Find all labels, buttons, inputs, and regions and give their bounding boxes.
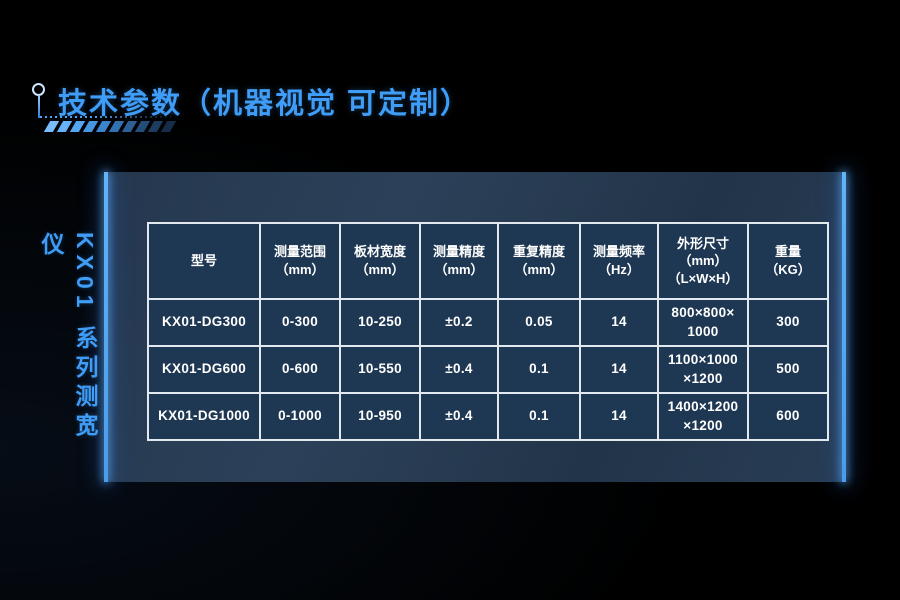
header-repeat-accuracy: 重复精度 （mm） (497, 222, 581, 300)
cell-measure-frequency: 14 (579, 345, 659, 394)
series-side-label: KX01 系列测宽仪 (38, 232, 98, 442)
cell-model: KX01-DG300 (147, 298, 261, 347)
cell-model: KX01-DG600 (147, 345, 261, 394)
cell-weight: 600 (747, 392, 829, 441)
spec-table-body: KX01-DG300 0-300 10-250 ±0.2 0.05 14 800… (147, 298, 829, 441)
cell-dimensions: 1400×1200 ×1200 (657, 392, 749, 441)
header-measure-accuracy: 测量精度 （mm） (419, 222, 499, 300)
title-underline (40, 116, 185, 118)
header-dimensions: 外形尺寸 （mm） （L×W×H） (657, 222, 749, 300)
cell-repeat-accuracy: 0.05 (497, 298, 581, 347)
header-weight: 重量 （KG） (747, 222, 829, 300)
cell-dimensions: 1100×1000 ×1200 (657, 345, 749, 394)
table-row: KX01-DG1000 0-1000 10-950 ±0.4 0.1 14 14… (147, 392, 829, 441)
cell-board-width: 10-550 (339, 345, 421, 394)
cell-measure-accuracy: ±0.4 (419, 392, 499, 441)
cell-weight: 500 (747, 345, 829, 394)
cell-measure-accuracy: ±0.4 (419, 345, 499, 394)
cell-board-width: 10-250 (339, 298, 421, 347)
cell-measure-accuracy: ±0.2 (419, 298, 499, 347)
table-row: KX01-DG600 0-600 10-550 ±0.4 0.1 14 1100… (147, 345, 829, 394)
cell-measure-range: 0-600 (259, 345, 341, 394)
cell-repeat-accuracy: 0.1 (497, 392, 581, 441)
spec-table: 型号 测量范围 （mm） 板材宽度 （mm） 测量精度 （mm） 重复精度 （m… (147, 222, 829, 441)
cell-measure-range: 0-1000 (259, 392, 341, 441)
panel-right-glow-line (842, 172, 846, 482)
header-board-width: 板材宽度 （mm） (339, 222, 421, 300)
panel-left-glow-line (104, 172, 108, 482)
cell-measure-frequency: 14 (579, 298, 659, 347)
spec-table-header: 型号 测量范围 （mm） 板材宽度 （mm） 测量精度 （mm） 重复精度 （m… (147, 222, 829, 300)
cell-model: KX01-DG1000 (147, 392, 261, 441)
cell-measure-frequency: 14 (579, 392, 659, 441)
table-row: KX01-DG300 0-300 10-250 ±0.2 0.05 14 800… (147, 298, 829, 347)
cell-dimensions: 800×800× 1000 (657, 298, 749, 347)
page-title: 技术参数（机器视觉 可定制） (58, 88, 472, 120)
header-measure-range: 测量范围 （mm） (259, 222, 341, 300)
progress-bars-decoration (43, 121, 177, 132)
header-model: 型号 (147, 222, 261, 300)
cell-repeat-accuracy: 0.1 (497, 345, 581, 394)
cell-measure-range: 0-300 (259, 298, 341, 347)
cell-board-width: 10-950 (339, 392, 421, 441)
cell-weight: 300 (747, 298, 829, 347)
header-measure-frequency: 测量频率 （Hz） (579, 222, 659, 300)
header-row: 型号 测量范围 （mm） 板材宽度 （mm） 测量精度 （mm） 重复精度 （m… (147, 222, 829, 300)
title-connector-line (38, 95, 40, 118)
